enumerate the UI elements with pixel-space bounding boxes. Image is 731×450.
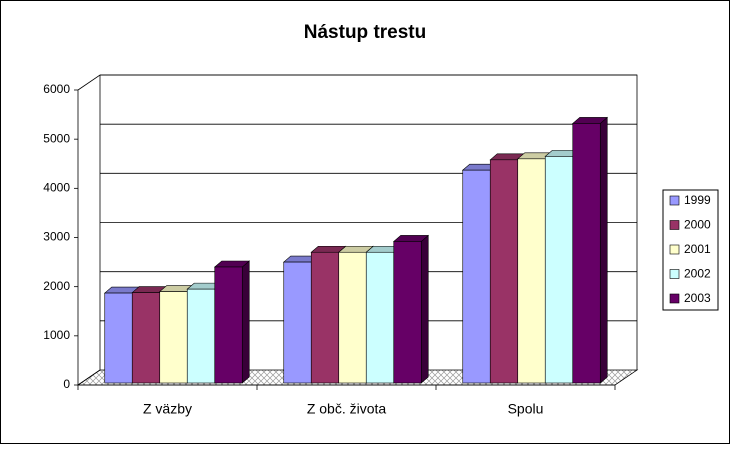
legend-swatch: [669, 195, 680, 206]
legend-label: 2001: [684, 242, 711, 256]
y-tick-label: 4000: [43, 181, 70, 195]
bar: [131, 292, 161, 384]
legend-label: 2002: [684, 267, 711, 281]
bar: [214, 266, 243, 384]
x-tick-label: Z obč. života: [307, 401, 387, 417]
y-tick-label: 5000: [43, 131, 70, 145]
y-tick-label: 3000: [43, 230, 70, 244]
bar: [393, 241, 422, 384]
y-tick-label: 6000: [43, 82, 70, 96]
bar: [283, 261, 312, 384]
bar: [517, 158, 546, 384]
bar: [310, 251, 340, 384]
bar: [159, 291, 188, 384]
bar-side: [599, 116, 608, 384]
legend-swatch: [669, 220, 680, 230]
y-tick-label: 0: [63, 377, 70, 391]
bar: [104, 292, 133, 384]
legend-label: 2003: [684, 291, 711, 305]
bar: [462, 169, 491, 384]
bar: [572, 123, 601, 384]
legend-swatch: [669, 293, 680, 304]
bar-side: [241, 260, 250, 384]
bar-side: [420, 234, 429, 384]
y-tick-label: 1000: [43, 328, 70, 342]
x-tick-label: Z väzby: [143, 401, 192, 417]
x-tick-label: Spolu: [508, 401, 544, 417]
chart-title: Nástup trestu: [304, 22, 426, 43]
legend-label: 1999: [684, 193, 711, 207]
wall-edge: [77, 369, 101, 386]
y-tick-label: 2000: [43, 279, 70, 293]
bar: [489, 159, 519, 384]
legend-label: 2000: [684, 218, 711, 232]
bar: [186, 288, 216, 384]
legend-swatch: [669, 244, 680, 255]
bar: [365, 251, 395, 384]
legend-swatch: [669, 269, 680, 279]
legend: [662, 189, 719, 311]
bar: [544, 156, 574, 384]
bar: [338, 251, 367, 384]
